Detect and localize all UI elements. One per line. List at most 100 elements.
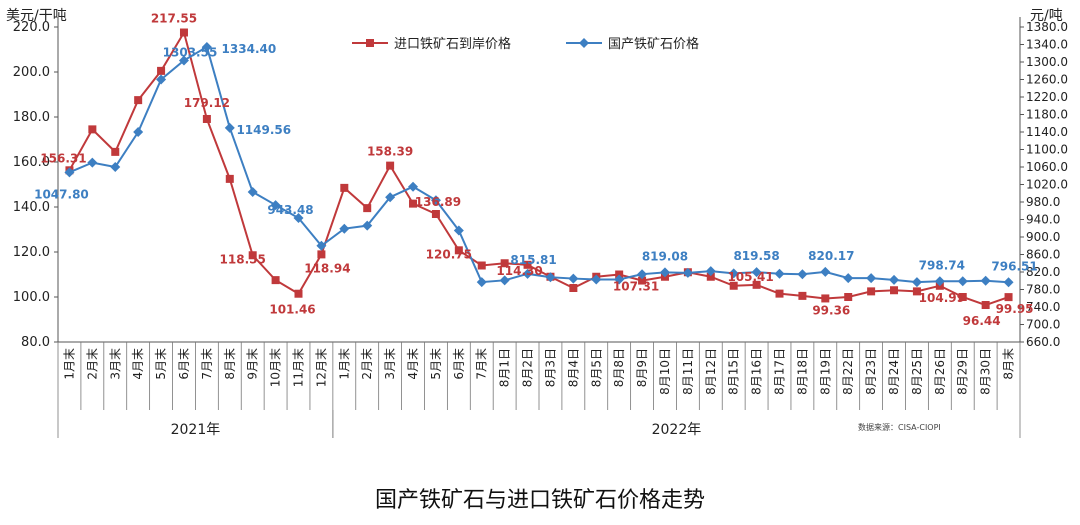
import-price-data-label: 156.31 xyxy=(40,151,86,165)
domestic-price-point xyxy=(110,162,121,172)
import-price-point xyxy=(134,96,143,105)
domestic-price-point xyxy=(889,274,900,285)
import-price-data-label: 96.44 xyxy=(963,314,1001,328)
import-price-point xyxy=(248,251,257,260)
domestic-price-point xyxy=(453,225,464,236)
import-price-point xyxy=(523,260,532,269)
import-price-point xyxy=(912,287,921,296)
right-tick-label: 740.0 xyxy=(1026,300,1060,314)
import-price-data-label: 114.30 xyxy=(496,264,542,278)
chart-legend: 进口铁矿石到岸价格 国产铁矿石价格 xyxy=(352,36,699,52)
left-tick-label: 180.0 xyxy=(13,110,50,125)
right-tick-label: 900.0 xyxy=(1026,230,1060,244)
domestic-price-point xyxy=(911,277,922,288)
right-tick-label: 1260.0 xyxy=(1026,73,1068,87)
x-tick-label: 8月19日 xyxy=(818,348,832,395)
x-tick-label: 8月30日 xyxy=(979,348,993,395)
x-tick-label: 5月末 xyxy=(154,348,168,380)
domestic-price-point xyxy=(866,273,877,284)
import-price-point xyxy=(500,259,509,268)
import-price-point xyxy=(981,301,990,310)
import-price-point xyxy=(409,199,418,208)
import-price-point xyxy=(179,28,188,37)
chart-caption: 国产铁矿石与进口铁矿石价格走势 xyxy=(374,488,705,513)
left-axis-unit-label: 美元/干吨 xyxy=(6,8,67,24)
right-tick-label: 1180.0 xyxy=(1026,108,1068,122)
x-tick-label: 8月5日 xyxy=(589,348,603,387)
import-price-data-label: 118.94 xyxy=(304,261,350,275)
import-price-data-label: 179.12 xyxy=(184,96,230,110)
left-tick-label: 80.0 xyxy=(21,335,50,350)
legend-red-label: 进口铁矿石到岸价格 xyxy=(394,36,511,52)
import-price-point xyxy=(638,276,647,285)
domestic-price-data-label: 815.81 xyxy=(510,253,556,267)
source-note: 数据来源：CISA-CIOPI xyxy=(858,422,941,432)
domestic-price-data-label: 943.48 xyxy=(267,203,313,217)
domestic-price-point xyxy=(133,127,144,137)
import-price-data-label: 158.39 xyxy=(367,145,413,159)
x-tick-label: 1月末 xyxy=(62,348,76,380)
x-tick-label: 2月末 xyxy=(85,348,99,380)
x-tick-label: 4月末 xyxy=(406,348,420,380)
x-tick-label: 8月23日 xyxy=(864,348,878,395)
x-tick-label: 8月10日 xyxy=(658,348,672,395)
x-tick-label: 1月末 xyxy=(337,348,351,380)
import-price-data-label: 99.95 xyxy=(996,302,1034,316)
import-price-point xyxy=(729,281,738,290)
legend-blue-marker xyxy=(579,38,589,48)
domestic-price-data-label: 820.17 xyxy=(808,249,854,263)
x-tick-label: 8月8日 xyxy=(612,348,626,387)
x-tick-label: 10月末 xyxy=(269,348,283,387)
year-group-label: 2022年 xyxy=(652,422,702,438)
import-price-data-label: 101.46 xyxy=(269,303,315,317)
domestic-price-point xyxy=(957,276,968,287)
domestic-price-point xyxy=(705,266,716,277)
x-tick-label: 7月末 xyxy=(475,348,489,380)
import-price-point xyxy=(157,66,166,75)
domestic-price-point xyxy=(87,157,98,168)
domestic-price-data-label: 819.58 xyxy=(733,249,779,263)
import-price-point xyxy=(202,114,211,123)
legend-red-marker xyxy=(366,39,374,47)
right-tick-label: 1380.0 xyxy=(1026,20,1068,34)
right-tick-label: 780.0 xyxy=(1026,283,1060,297)
x-tick-label: 8月18日 xyxy=(795,348,809,395)
domestic-price-point xyxy=(522,268,533,279)
import-price-point xyxy=(111,147,120,156)
x-tick-label: 3月末 xyxy=(108,348,122,380)
domestic-price-point xyxy=(201,41,212,52)
domestic-price-point xyxy=(659,267,670,278)
x-tick-label: 8月25日 xyxy=(910,348,924,395)
import-price-point xyxy=(225,174,234,183)
x-tick-label: 8月末 xyxy=(223,348,237,380)
domestic-price-point xyxy=(247,186,258,197)
domestic-price-data-label: 796.51 xyxy=(991,259,1037,273)
domestic-price-point xyxy=(316,240,327,251)
domestic-price-point xyxy=(591,274,602,285)
domestic-price-point xyxy=(751,267,762,278)
domestic-price-point xyxy=(293,212,304,223)
import-price-point xyxy=(958,293,967,301)
x-tick-label: 2月末 xyxy=(360,348,374,380)
right-tick-label: 1020.0 xyxy=(1026,178,1068,192)
right-tick-label: 1300.0 xyxy=(1026,55,1068,69)
import-price-point xyxy=(867,287,876,296)
right-axis-unit-label: 元/吨 xyxy=(1030,8,1063,24)
right-tick-label: 1340.0 xyxy=(1026,38,1068,52)
domestic-price-point xyxy=(339,223,350,234)
x-tick-label: 8月4日 xyxy=(566,348,580,387)
import-price-point xyxy=(454,246,463,255)
domestic-price-point xyxy=(178,55,189,66)
year-group-layer: 2021年 2022年 xyxy=(57,410,1021,438)
domestic-price-point xyxy=(820,266,831,277)
x-tick-label: 6月末 xyxy=(452,348,466,380)
domestic-price-point xyxy=(774,268,785,279)
axes-layer: 80.0 100.0 120.0 140.0 160.0 180.0 200.0 220.0 6… xyxy=(13,17,1068,410)
domestic-price-data-label: 1334.40 xyxy=(222,42,277,56)
right-tick-label: 1140.0 xyxy=(1026,125,1068,139)
import-price-point xyxy=(363,204,372,213)
x-tick-label: 8月11日 xyxy=(681,348,695,395)
data-labels-layer: 156.31 217.55 179.12 118.55 101.46 118.94 158.… xyxy=(34,12,1038,328)
import-price-point xyxy=(317,250,326,259)
left-tick-label: 140.0 xyxy=(13,200,50,215)
